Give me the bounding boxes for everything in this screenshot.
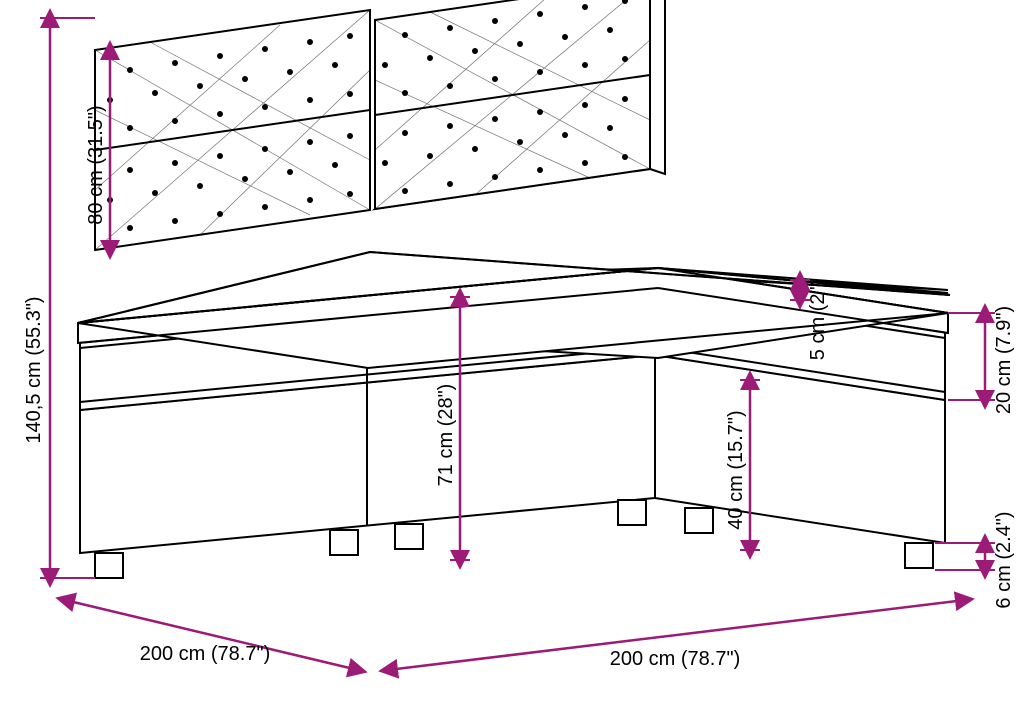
dim-71: 71 cm (28") bbox=[435, 384, 457, 487]
dim-width: 200 cm (78.7") bbox=[610, 648, 741, 670]
dim-5: 5 cm (2") bbox=[807, 280, 829, 360]
dim-20: 20 cm (7.9") bbox=[993, 306, 1015, 414]
dim-total-height: 140,5 cm (55.3") bbox=[23, 296, 45, 443]
dim-40: 40 cm (15.7") bbox=[725, 410, 747, 529]
dim-depth: 200 cm (78.7") bbox=[140, 643, 271, 665]
headboard bbox=[95, 0, 665, 250]
dim-6: 6 cm (2.4") bbox=[993, 511, 1015, 608]
dimension-diagram: 140,5 cm (55.3") 80 cm (31.5") 200 cm (7… bbox=[0, 0, 1020, 713]
dim-headboard: 80 cm (31.5") bbox=[85, 105, 107, 224]
